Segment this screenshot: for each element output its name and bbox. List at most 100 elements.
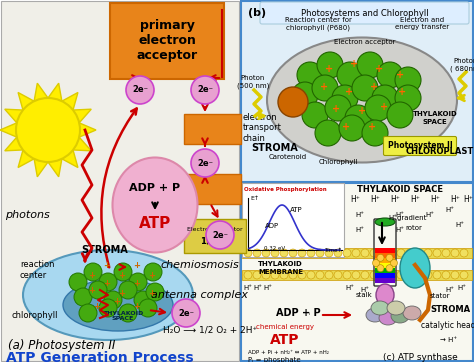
Text: H⁺: H⁺ xyxy=(346,285,355,291)
Text: Pᵢ = phosphate: Pᵢ = phosphate xyxy=(248,357,301,362)
Circle shape xyxy=(244,271,252,279)
Circle shape xyxy=(271,271,279,279)
Circle shape xyxy=(271,249,279,257)
Text: H⁺gradient: H⁺gradient xyxy=(388,215,427,222)
Circle shape xyxy=(297,62,323,88)
Text: H⁺: H⁺ xyxy=(410,195,420,205)
Text: H⁺: H⁺ xyxy=(350,195,360,205)
Text: STROMA: STROMA xyxy=(82,245,128,255)
FancyBboxPatch shape xyxy=(375,248,395,253)
Circle shape xyxy=(361,271,369,279)
Circle shape xyxy=(433,249,441,257)
Circle shape xyxy=(172,299,200,327)
Circle shape xyxy=(298,249,306,257)
Circle shape xyxy=(379,249,387,257)
Polygon shape xyxy=(48,83,62,101)
Circle shape xyxy=(298,271,306,279)
Text: +: + xyxy=(342,122,350,132)
Circle shape xyxy=(315,120,341,146)
Text: 2e⁻: 2e⁻ xyxy=(178,308,194,317)
Circle shape xyxy=(424,271,432,279)
Circle shape xyxy=(325,249,333,257)
Circle shape xyxy=(397,249,405,257)
Text: THYLAKOID
SPACE: THYLAKOID SPACE xyxy=(413,111,457,125)
Circle shape xyxy=(370,249,378,257)
Text: CHLOROPLAST: CHLOROPLAST xyxy=(406,147,474,156)
Text: +: + xyxy=(88,286,95,295)
Text: +: + xyxy=(398,87,406,97)
Polygon shape xyxy=(18,92,34,110)
Text: +: + xyxy=(103,261,110,270)
Text: H⁺: H⁺ xyxy=(456,222,465,228)
Polygon shape xyxy=(48,159,62,177)
Circle shape xyxy=(377,265,384,272)
Circle shape xyxy=(89,281,107,299)
Circle shape xyxy=(139,299,157,317)
Circle shape xyxy=(451,249,459,257)
Text: +: + xyxy=(148,271,155,280)
Circle shape xyxy=(84,263,102,281)
Text: ᵢ: ᵢ xyxy=(309,310,310,316)
Text: +: + xyxy=(118,289,125,298)
Circle shape xyxy=(352,271,360,279)
Circle shape xyxy=(373,260,380,266)
Circle shape xyxy=(357,52,383,78)
Polygon shape xyxy=(73,137,91,151)
Text: +: + xyxy=(148,289,155,298)
Circle shape xyxy=(99,273,117,291)
Text: +: + xyxy=(133,279,140,288)
Circle shape xyxy=(278,87,308,117)
Circle shape xyxy=(352,249,360,257)
Text: ATP Generation Process: ATP Generation Process xyxy=(6,351,194,362)
Ellipse shape xyxy=(375,218,395,226)
Text: H⁺: H⁺ xyxy=(356,212,365,218)
FancyBboxPatch shape xyxy=(1,1,239,361)
Text: ADP: ADP xyxy=(265,223,279,229)
Circle shape xyxy=(460,249,468,257)
Text: H₂O ⟶ 1/2 O₂ + 2H⁺: H₂O ⟶ 1/2 O₂ + 2H⁺ xyxy=(163,325,257,334)
Circle shape xyxy=(339,115,365,141)
Circle shape xyxy=(345,105,371,131)
Circle shape xyxy=(206,221,234,249)
Circle shape xyxy=(302,102,328,128)
Circle shape xyxy=(460,271,468,279)
Text: H⁺: H⁺ xyxy=(426,212,435,218)
Text: H⁺: H⁺ xyxy=(370,195,380,205)
Text: ADP + P: ADP + P xyxy=(276,308,320,318)
Text: ATP: ATP xyxy=(139,216,171,232)
Circle shape xyxy=(451,271,459,279)
Circle shape xyxy=(343,271,351,279)
FancyBboxPatch shape xyxy=(375,278,395,283)
Text: ATP: ATP xyxy=(290,207,302,213)
Circle shape xyxy=(280,271,288,279)
Text: +: + xyxy=(118,271,125,280)
FancyBboxPatch shape xyxy=(184,174,241,204)
FancyBboxPatch shape xyxy=(110,3,224,79)
Ellipse shape xyxy=(376,284,394,306)
Polygon shape xyxy=(5,137,23,151)
Circle shape xyxy=(442,271,450,279)
Text: electron
transport
chain: electron transport chain xyxy=(243,113,282,143)
FancyBboxPatch shape xyxy=(375,258,395,263)
Polygon shape xyxy=(62,150,78,168)
Circle shape xyxy=(386,265,393,272)
Circle shape xyxy=(99,299,117,317)
Circle shape xyxy=(379,271,387,279)
Polygon shape xyxy=(62,92,78,110)
Text: +: + xyxy=(370,82,378,92)
Ellipse shape xyxy=(23,250,193,340)
Text: +: + xyxy=(93,302,100,311)
Text: Chlorophyll: Chlorophyll xyxy=(318,159,358,165)
Text: Photon
(500 nm): Photon (500 nm) xyxy=(237,75,269,89)
Circle shape xyxy=(372,85,398,111)
Circle shape xyxy=(307,271,315,279)
Circle shape xyxy=(134,291,152,309)
Ellipse shape xyxy=(379,311,397,325)
Text: STROMA: STROMA xyxy=(430,306,470,315)
Circle shape xyxy=(352,75,378,101)
Text: Electron and
energy transfer: Electron and energy transfer xyxy=(395,17,449,30)
Text: (b): (b) xyxy=(248,8,266,18)
Circle shape xyxy=(191,149,219,177)
Circle shape xyxy=(395,85,421,111)
Circle shape xyxy=(69,273,87,291)
